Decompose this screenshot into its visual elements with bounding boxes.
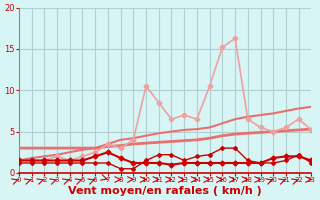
X-axis label: Vent moyen/en rafales ( km/h ): Vent moyen/en rafales ( km/h ) [68, 186, 262, 196]
